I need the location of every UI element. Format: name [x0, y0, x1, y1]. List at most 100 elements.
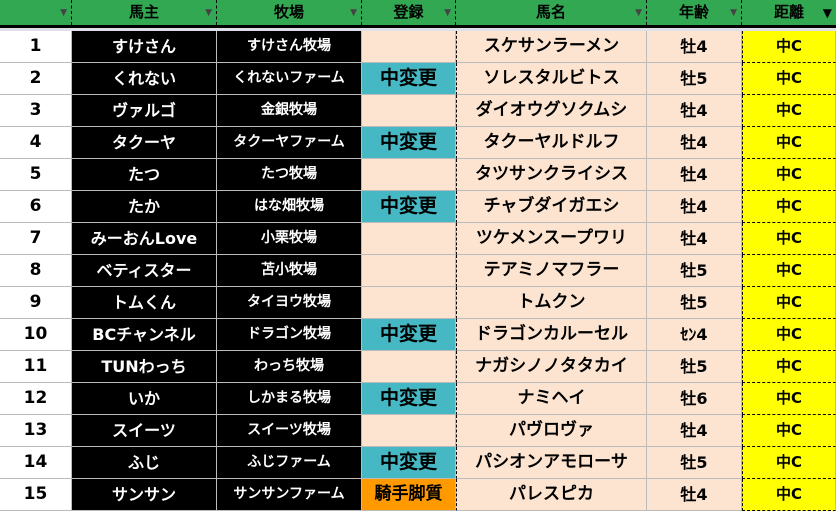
distance-cell[interactable]: 中C [742, 351, 836, 383]
age-cell[interactable]: 牡5 [647, 447, 742, 479]
owner-cell[interactable]: みーおんLove [72, 223, 217, 255]
registration-cell[interactable]: 中変更 [362, 63, 456, 95]
horse-name-cell[interactable]: パヴロヴァ [456, 415, 647, 447]
age-cell[interactable]: 牡5 [647, 63, 742, 95]
registration-cell[interactable] [362, 159, 456, 191]
distance-cell[interactable]: 中C [742, 31, 836, 63]
registration-cell[interactable] [362, 351, 456, 383]
distance-cell[interactable]: 中C [742, 383, 836, 415]
row-number[interactable]: 14 [0, 447, 72, 479]
row-number[interactable]: 7 [0, 223, 72, 255]
age-cell[interactable]: 牡4 [647, 31, 742, 63]
age-cell[interactable]: ｾﾝ4 [647, 319, 742, 351]
age-cell[interactable]: 牡4 [647, 223, 742, 255]
registration-cell[interactable]: 中変更 [362, 383, 456, 415]
registration-cell[interactable] [362, 223, 456, 255]
filter-icon[interactable]: ▼ [635, 8, 642, 18]
row-number[interactable]: 4 [0, 127, 72, 159]
distance-cell[interactable]: 中C [742, 479, 836, 511]
age-cell[interactable]: 牡6 [647, 383, 742, 415]
horse-name-cell[interactable]: ナミヘイ [456, 383, 647, 415]
row-number[interactable]: 5 [0, 159, 72, 191]
row-number[interactable]: 11 [0, 351, 72, 383]
horse-name-cell[interactable]: ドラゴンカルーセル [456, 319, 647, 351]
distance-cell[interactable]: 中C [742, 95, 836, 127]
horse-name-cell[interactable]: ソレスタルビトス [456, 63, 647, 95]
age-cell[interactable]: 牡4 [647, 127, 742, 159]
horse-name-cell[interactable]: ツケメンスープワリ [456, 223, 647, 255]
horse-name-cell[interactable]: タツサンクライシス [456, 159, 647, 191]
filter-icon[interactable]: ▼ [350, 8, 357, 18]
registration-cell[interactable]: 中変更 [362, 127, 456, 159]
age-cell[interactable]: 牡4 [647, 159, 742, 191]
row-number[interactable]: 2 [0, 63, 72, 95]
row-number[interactable]: 12 [0, 383, 72, 415]
filter-active-icon[interactable]: ▼ [822, 6, 832, 20]
distance-cell[interactable]: 中C [742, 287, 836, 319]
farm-cell[interactable]: 小栗牧場 [217, 223, 362, 255]
owner-cell[interactable]: ベティスター [72, 255, 217, 287]
filter-icon[interactable]: ▼ [60, 8, 67, 18]
farm-cell[interactable]: ドラゴン牧場 [217, 319, 362, 351]
horse-name-cell[interactable]: テアミノマフラー [456, 255, 647, 287]
distance-cell[interactable]: 中C [742, 127, 836, 159]
row-number[interactable]: 13 [0, 415, 72, 447]
registration-cell[interactable]: 中変更 [362, 447, 456, 479]
age-cell[interactable]: 牡4 [647, 95, 742, 127]
row-number[interactable]: 1 [0, 31, 72, 63]
age-cell[interactable]: 牡5 [647, 287, 742, 319]
filter-icon[interactable]: ▼ [444, 8, 451, 18]
horse-name-cell[interactable]: トムクン [456, 287, 647, 319]
row-number[interactable]: 9 [0, 287, 72, 319]
row-number[interactable]: 15 [0, 479, 72, 511]
filter-icon[interactable]: ▼ [730, 8, 737, 18]
age-cell[interactable]: 牡5 [647, 255, 742, 287]
row-number[interactable]: 8 [0, 255, 72, 287]
distance-cell[interactable]: 中C [742, 63, 836, 95]
owner-cell[interactable]: タクーヤ [72, 127, 217, 159]
owner-cell[interactable]: いか [72, 383, 217, 415]
owner-cell[interactable]: くれない [72, 63, 217, 95]
farm-cell[interactable]: スイーツ牧場 [217, 415, 362, 447]
farm-cell[interactable]: ふじファーム [217, 447, 362, 479]
farm-cell[interactable]: たつ牧場 [217, 159, 362, 191]
distance-cell[interactable]: 中C [742, 319, 836, 351]
owner-cell[interactable]: トムくん [72, 287, 217, 319]
row-number[interactable]: 3 [0, 95, 72, 127]
distance-cell[interactable]: 中C [742, 447, 836, 479]
horse-name-cell[interactable]: パレスピカ [456, 479, 647, 511]
farm-cell[interactable]: わっち牧場 [217, 351, 362, 383]
registration-cell[interactable] [362, 415, 456, 447]
horse-name-cell[interactable]: ダイオウグソクムシ [456, 95, 647, 127]
registration-cell[interactable] [362, 287, 456, 319]
owner-cell[interactable]: サンサン [72, 479, 217, 511]
horse-name-cell[interactable]: パシオンアモローサ [456, 447, 647, 479]
distance-cell[interactable]: 中C [742, 191, 836, 223]
farm-cell[interactable]: タイヨウ牧場 [217, 287, 362, 319]
farm-cell[interactable]: くれないファーム [217, 63, 362, 95]
horse-name-cell[interactable]: ナガシノノタタカイ [456, 351, 647, 383]
farm-cell[interactable]: 苫小牧場 [217, 255, 362, 287]
owner-cell[interactable]: ヴァルゴ [72, 95, 217, 127]
filter-icon[interactable]: ▼ [205, 8, 212, 18]
farm-cell[interactable]: サンサンファーム [217, 479, 362, 511]
registration-cell[interactable] [362, 95, 456, 127]
age-cell[interactable]: 牡5 [647, 351, 742, 383]
age-cell[interactable]: 牡4 [647, 479, 742, 511]
farm-cell[interactable]: 金銀牧場 [217, 95, 362, 127]
farm-cell[interactable]: しかまる牧場 [217, 383, 362, 415]
horse-name-cell[interactable]: スケサンラーメン [456, 31, 647, 63]
owner-cell[interactable]: スイーツ [72, 415, 217, 447]
registration-cell[interactable]: 中変更 [362, 319, 456, 351]
age-cell[interactable]: 牡4 [647, 415, 742, 447]
registration-cell[interactable]: 中変更 [362, 191, 456, 223]
horse-name-cell[interactable]: タクーヤルドルフ [456, 127, 647, 159]
registration-cell[interactable] [362, 255, 456, 287]
farm-cell[interactable]: すけさん牧場 [217, 31, 362, 63]
owner-cell[interactable]: BCチャンネル [72, 319, 217, 351]
owner-cell[interactable]: TUNわっち [72, 351, 217, 383]
owner-cell[interactable]: たか [72, 191, 217, 223]
owner-cell[interactable]: ふじ [72, 447, 217, 479]
farm-cell[interactable]: はな畑牧場 [217, 191, 362, 223]
owner-cell[interactable]: すけさん [72, 31, 217, 63]
